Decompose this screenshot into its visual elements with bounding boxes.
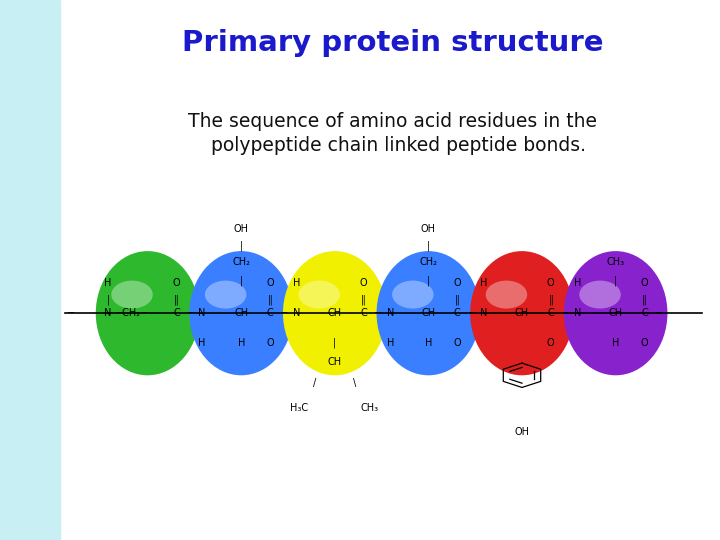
Text: O: O — [547, 279, 554, 288]
Text: −: − — [654, 308, 663, 318]
Text: CH: CH — [234, 308, 248, 318]
Text: |: | — [427, 240, 430, 251]
Ellipse shape — [470, 251, 574, 375]
Ellipse shape — [392, 281, 433, 308]
Text: H: H — [612, 338, 619, 348]
Text: CH₃: CH₃ — [606, 257, 625, 267]
Text: H: H — [198, 338, 205, 348]
Ellipse shape — [96, 251, 199, 375]
Text: CH: CH — [421, 308, 436, 318]
Ellipse shape — [564, 251, 667, 375]
Text: |: | — [427, 275, 430, 286]
Text: H: H — [387, 338, 394, 348]
Text: ‖: ‖ — [642, 294, 647, 305]
Text: −: − — [467, 308, 476, 318]
Text: ‖: ‖ — [268, 294, 272, 305]
Text: H: H — [104, 279, 112, 288]
Text: C: C — [547, 308, 554, 318]
Text: −CH₂−: −CH₂− — [114, 308, 149, 318]
Text: CH₂: CH₂ — [419, 257, 438, 267]
Text: N: N — [198, 308, 205, 318]
Text: \: \ — [354, 379, 356, 388]
Text: polypeptide chain linked peptide bonds.: polypeptide chain linked peptide bonds. — [199, 136, 586, 156]
Bar — [0, 0, 60, 540]
Ellipse shape — [486, 281, 527, 308]
Text: N: N — [104, 308, 112, 318]
Text: O: O — [360, 279, 367, 288]
Text: |: | — [240, 275, 243, 286]
Text: OH: OH — [515, 427, 529, 437]
Text: −: − — [374, 308, 382, 318]
Text: |: | — [107, 294, 109, 305]
Text: |: | — [333, 338, 336, 348]
Ellipse shape — [189, 251, 293, 375]
Text: C: C — [454, 308, 461, 318]
Ellipse shape — [112, 281, 153, 308]
Text: O: O — [641, 279, 648, 288]
Ellipse shape — [299, 281, 340, 308]
Ellipse shape — [205, 281, 246, 308]
Text: N: N — [293, 308, 300, 318]
Text: |: | — [240, 240, 243, 251]
Text: H₃C: H₃C — [289, 403, 308, 413]
Text: ‖: ‖ — [361, 294, 366, 305]
Text: C: C — [173, 308, 180, 318]
Text: CH₃: CH₃ — [360, 403, 379, 413]
Text: O: O — [266, 279, 274, 288]
Text: O: O — [266, 338, 274, 348]
Text: CH: CH — [608, 308, 623, 318]
Text: O: O — [173, 279, 180, 288]
Text: N: N — [480, 308, 487, 318]
Text: CH: CH — [328, 357, 342, 367]
Text: C: C — [641, 308, 648, 318]
Text: H: H — [480, 279, 487, 288]
Text: CH₂: CH₂ — [232, 257, 251, 267]
Text: H: H — [425, 338, 432, 348]
Text: C: C — [360, 308, 367, 318]
Text: OH: OH — [421, 225, 436, 234]
Text: −: − — [561, 308, 570, 318]
Text: O: O — [547, 338, 554, 348]
Ellipse shape — [580, 281, 621, 308]
Text: ‖: ‖ — [174, 294, 179, 305]
Text: ‖: ‖ — [455, 294, 459, 305]
Text: −: − — [186, 308, 195, 318]
Text: ‖: ‖ — [549, 294, 553, 305]
Text: O: O — [641, 338, 648, 348]
Text: CH: CH — [515, 308, 529, 318]
Ellipse shape — [283, 251, 387, 375]
Text: H: H — [293, 279, 300, 288]
Text: H: H — [574, 279, 581, 288]
Text: The sequence of amino acid residues in the: The sequence of amino acid residues in t… — [188, 112, 597, 131]
Text: N: N — [574, 308, 581, 318]
Text: C: C — [266, 308, 274, 318]
Text: |: | — [614, 275, 617, 286]
Text: OH: OH — [234, 225, 248, 234]
Text: O: O — [454, 279, 461, 288]
Text: O: O — [454, 338, 461, 348]
Ellipse shape — [377, 251, 480, 375]
Text: CH: CH — [328, 308, 342, 318]
Text: Primary protein structure: Primary protein structure — [181, 29, 603, 57]
Text: /: / — [313, 379, 316, 388]
Text: N: N — [387, 308, 394, 318]
Text: H: H — [238, 338, 245, 348]
Text: −: − — [67, 308, 75, 318]
Text: −: − — [280, 308, 289, 318]
